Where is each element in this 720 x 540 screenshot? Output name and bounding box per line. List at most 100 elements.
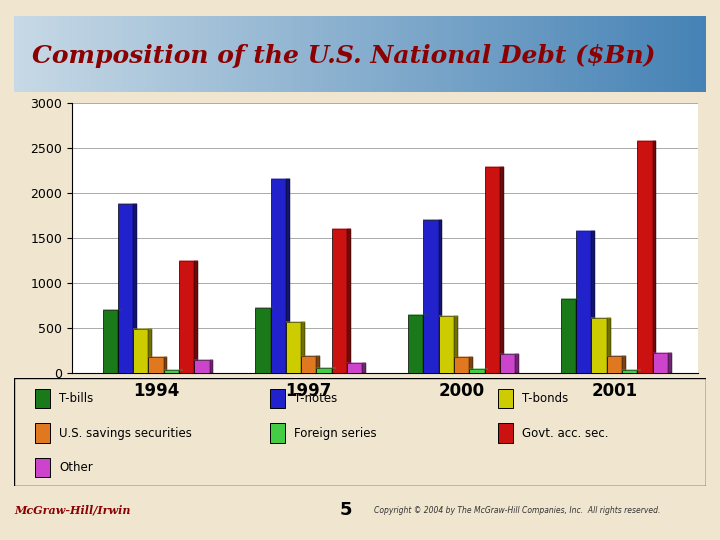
Bar [426, 16, 429, 92]
Bar [339, 16, 343, 92]
Bar [332, 228, 347, 373]
Bar [132, 16, 135, 92]
Bar [347, 228, 351, 373]
Bar [415, 16, 419, 92]
Bar [637, 370, 641, 373]
Bar [391, 16, 395, 92]
Bar [163, 357, 168, 373]
Bar [488, 16, 491, 92]
Bar [540, 16, 543, 92]
Bar [312, 16, 315, 92]
Bar [516, 16, 519, 92]
Bar [76, 16, 80, 92]
Bar [626, 16, 629, 92]
Bar [122, 16, 125, 92]
Bar [515, 354, 519, 373]
Bar [222, 16, 225, 92]
Bar [343, 16, 346, 92]
Bar [91, 16, 94, 92]
Bar [239, 16, 243, 92]
Bar [160, 16, 163, 92]
Bar [402, 16, 405, 92]
Bar [474, 16, 477, 92]
Bar [179, 261, 194, 373]
Bar [270, 423, 285, 443]
Bar [560, 16, 564, 92]
Bar [668, 353, 672, 373]
Bar [104, 16, 108, 92]
Bar [512, 16, 516, 92]
Bar [412, 16, 415, 92]
Bar [370, 16, 374, 92]
Bar [485, 16, 488, 92]
Bar [481, 16, 485, 92]
Text: Composition of the U.S. National Debt ($Bn): Composition of the U.S. National Debt ($… [32, 44, 655, 68]
Bar [629, 16, 633, 92]
Bar [636, 16, 640, 92]
Bar [270, 16, 274, 92]
Bar [153, 16, 156, 92]
Text: McGraw-Hill/Irwin: McGraw-Hill/Irwin [14, 505, 131, 516]
Bar [374, 16, 377, 92]
Bar [301, 356, 317, 373]
Bar [212, 16, 215, 92]
Bar [35, 16, 39, 92]
Text: U.S. savings securities: U.S. savings securities [59, 427, 192, 440]
Bar [232, 16, 235, 92]
Bar [264, 16, 266, 92]
Bar [66, 16, 70, 92]
Bar [554, 16, 557, 92]
Bar [32, 16, 35, 92]
Bar [623, 16, 626, 92]
Bar [174, 16, 177, 92]
Bar [622, 356, 626, 373]
Bar [471, 16, 474, 92]
Bar [145, 16, 149, 92]
Bar [197, 16, 201, 92]
Bar [454, 16, 456, 92]
Bar [456, 16, 460, 92]
Bar [464, 16, 467, 92]
Bar [460, 16, 464, 92]
Bar [519, 16, 523, 92]
Bar [678, 16, 681, 92]
Bar [561, 299, 576, 373]
Bar [218, 16, 222, 92]
Bar [135, 16, 139, 92]
Bar [498, 423, 513, 443]
Bar [118, 16, 122, 92]
Bar [128, 16, 132, 92]
Bar [454, 357, 469, 373]
Bar [215, 16, 218, 92]
Bar [143, 16, 145, 92]
Bar [557, 16, 560, 92]
Bar [485, 369, 488, 373]
Bar [364, 16, 367, 92]
Bar [598, 16, 602, 92]
Bar [581, 16, 585, 92]
Bar [360, 16, 364, 92]
Text: T-bills: T-bills [59, 392, 94, 405]
Bar [14, 16, 18, 92]
Bar [591, 231, 595, 373]
Bar [170, 16, 174, 92]
Bar [585, 16, 588, 92]
Bar [294, 16, 298, 92]
Bar [491, 16, 495, 92]
Bar [35, 423, 50, 443]
Bar [210, 360, 213, 373]
Bar [229, 16, 232, 92]
Bar [508, 16, 512, 92]
Bar [256, 308, 271, 373]
Bar [35, 458, 50, 477]
Bar [419, 16, 422, 92]
Bar [575, 16, 577, 92]
Bar [671, 16, 675, 92]
Bar [405, 16, 408, 92]
Bar [243, 16, 246, 92]
Bar [353, 16, 356, 92]
Bar [652, 141, 657, 373]
Bar [322, 16, 325, 92]
Bar [111, 16, 114, 92]
Bar [422, 16, 426, 92]
